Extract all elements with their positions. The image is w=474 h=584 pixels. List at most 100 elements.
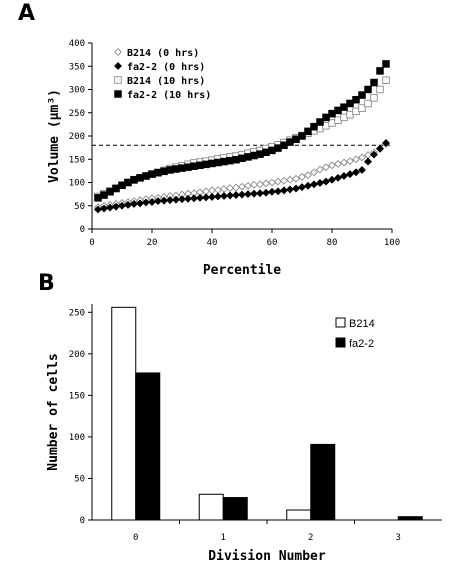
- legend-label: fa2-2: [349, 338, 374, 350]
- data-point: [262, 179, 270, 188]
- data-point: [214, 186, 222, 194]
- data-point: [196, 193, 204, 202]
- data-point: [328, 175, 336, 184]
- data-point: [292, 184, 300, 193]
- data-point: [382, 60, 390, 68]
- data-point: [316, 165, 324, 174]
- x-tick-label: 0: [89, 238, 94, 248]
- bar: [135, 372, 161, 521]
- y-tick-label: 100: [69, 433, 85, 443]
- data-point: [136, 199, 144, 208]
- legend-label: fa2-2 (0 hrs): [127, 62, 205, 73]
- panel-a-letter: A: [18, 1, 35, 26]
- data-point: [220, 192, 228, 200]
- data-point: [352, 155, 360, 164]
- bar: [397, 516, 423, 521]
- data-point: [250, 189, 258, 198]
- data-point: [190, 194, 198, 203]
- data-point: [268, 187, 276, 196]
- panel-b-letter: B: [38, 271, 55, 296]
- x-tick-label: 0: [133, 533, 138, 543]
- bar: [111, 306, 137, 521]
- data-point: [244, 181, 252, 190]
- x-tick-label: 20: [147, 238, 158, 248]
- data-point: [304, 171, 312, 179]
- data-point: [346, 157, 354, 166]
- data-point: [322, 177, 330, 186]
- data-point: [178, 195, 186, 204]
- y-tick-label: 150: [69, 155, 85, 165]
- data-point: [364, 99, 372, 108]
- y-tick-label: 50: [74, 202, 85, 212]
- data-point: [124, 200, 132, 209]
- data-point: [358, 153, 366, 162]
- y-axis-title: Volume (µm³): [47, 89, 62, 183]
- data-point: [232, 191, 240, 199]
- x-axis-title: Division Number: [208, 549, 326, 564]
- data-point: [370, 78, 378, 87]
- x-tick-label: 2: [308, 533, 313, 543]
- data-point: [298, 172, 306, 181]
- x-axis-title: Percentile: [203, 263, 281, 278]
- data-point: [352, 95, 360, 104]
- legend-label: fa2-2 (10 hrs): [127, 90, 211, 101]
- y-tick-label: 250: [69, 308, 85, 318]
- data-point: [262, 188, 270, 197]
- data-point: [94, 205, 102, 214]
- data-point: [238, 182, 246, 191]
- x-tick-label: 80: [327, 238, 338, 248]
- data-point: [304, 181, 312, 190]
- data-point: [382, 139, 390, 147]
- data-point: [226, 191, 234, 200]
- data-point: [382, 76, 390, 84]
- data-point: [322, 163, 330, 172]
- data-point: [364, 157, 372, 166]
- y-tick-label: 350: [69, 62, 85, 72]
- data-point: [370, 150, 378, 159]
- data-point: [376, 85, 384, 94]
- data-point: [238, 190, 246, 199]
- data-point: [304, 127, 312, 136]
- x-tick-label: 40: [207, 238, 218, 248]
- bar: [198, 493, 224, 521]
- data-point: [316, 118, 324, 126]
- data-point: [310, 122, 318, 131]
- data-point: [358, 166, 366, 174]
- data-point: [184, 194, 192, 203]
- legend-marker: [114, 48, 122, 56]
- x-tick-label: 3: [396, 533, 401, 543]
- data-point: [172, 195, 180, 204]
- data-point: [220, 185, 228, 193]
- y-tick-label: 0: [80, 516, 85, 526]
- data-point: [250, 180, 258, 189]
- legend-swatch: [335, 337, 346, 348]
- data-point: [340, 158, 348, 167]
- data-point: [274, 177, 282, 186]
- data-point: [202, 193, 210, 202]
- data-point: [280, 186, 288, 195]
- series-2: [94, 139, 390, 214]
- y-tick-label: 50: [74, 474, 85, 484]
- data-point: [280, 176, 288, 185]
- legend-swatch: [335, 317, 346, 328]
- data-point: [316, 179, 324, 187]
- data-point: [310, 168, 318, 177]
- data-point: [352, 168, 360, 177]
- data-point: [208, 186, 216, 195]
- data-point: [118, 201, 126, 210]
- series-4: [94, 60, 390, 202]
- data-point: [232, 183, 240, 192]
- y-tick-label: 250: [69, 109, 85, 119]
- data-point: [208, 192, 216, 201]
- x-tick-label: 100: [384, 238, 400, 248]
- scatter-chart-volume-percentile: 0 50 100 150 200 250 300 350 400 0 20 40 60 80 100 Perc…: [47, 39, 400, 278]
- x-tick-label: 1: [221, 533, 226, 543]
- data-point: [298, 183, 306, 192]
- y-tick-label: 0: [80, 225, 85, 235]
- bar: [286, 509, 312, 521]
- data-point: [334, 173, 342, 182]
- legend-label: B214 (0 hrs): [127, 48, 199, 59]
- data-point: [256, 180, 264, 189]
- data-point: [100, 204, 108, 213]
